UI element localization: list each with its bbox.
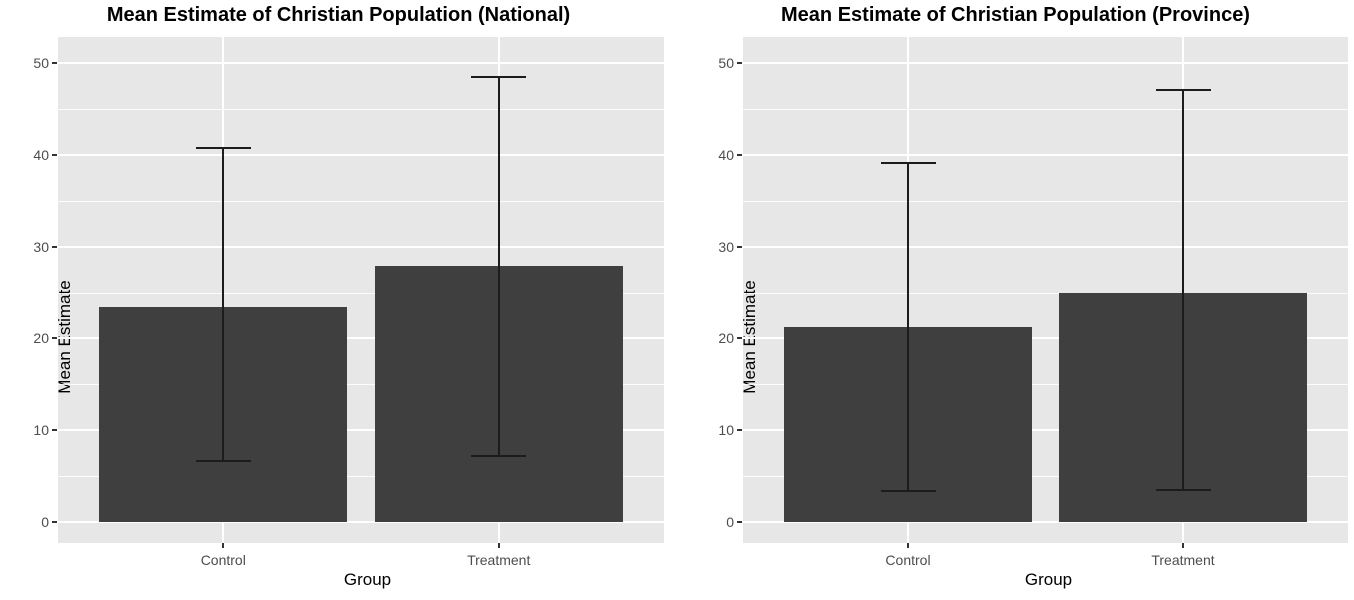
x-tick-label: Control xyxy=(200,552,246,568)
major-gridline xyxy=(743,62,1348,64)
y-tick xyxy=(52,153,57,156)
minor-gridline xyxy=(58,108,664,110)
error-cap-upper xyxy=(880,162,936,165)
y-tick xyxy=(52,429,57,432)
y-tick-label: 0 xyxy=(726,514,734,530)
error-cap-lower xyxy=(880,489,936,492)
error-bar-treatment xyxy=(497,76,500,456)
y-tick-label: 40 xyxy=(718,146,734,163)
major-gridline xyxy=(58,337,664,340)
major-gridline xyxy=(743,429,1348,432)
y-tick xyxy=(52,62,57,64)
y-tick xyxy=(737,62,742,64)
chart-province: Mean Estimate of Christian Population (P… xyxy=(677,0,1354,600)
error-bar-treatment xyxy=(1182,89,1184,490)
chart-national: Mean Estimate of Christian Population (N… xyxy=(33,4,664,589)
error-cap-upper xyxy=(471,75,527,78)
y-tick-label: 10 xyxy=(33,422,49,439)
error-cap-lower xyxy=(1155,488,1211,491)
x-tick-label: Control xyxy=(885,552,931,568)
x-tick xyxy=(497,543,500,548)
x-tick xyxy=(1182,543,1184,548)
y-tick-label: 20 xyxy=(33,330,49,347)
x-tick-label: Treatment xyxy=(467,552,531,568)
major-gridline xyxy=(58,245,664,248)
y-tick xyxy=(737,429,742,432)
chart-title: Mean Estimate of Christian Population (P… xyxy=(781,4,1250,26)
x-tick xyxy=(907,543,909,548)
minor-gridline xyxy=(58,476,664,478)
y-tick xyxy=(737,245,742,248)
x-tick xyxy=(222,543,225,548)
major-gridline xyxy=(58,429,664,432)
y-tick xyxy=(737,153,742,156)
minor-gridline xyxy=(58,200,664,202)
plot-panel: Mean Estimate Control Treatment 0 10 20 30 40 5… xyxy=(718,37,1348,568)
y-tick-label: 30 xyxy=(33,238,49,255)
y-tick xyxy=(737,337,742,340)
minor-gridline xyxy=(58,384,664,386)
major-gridline xyxy=(743,521,1348,523)
y-tick-label: 0 xyxy=(41,514,49,530)
error-cap-upper xyxy=(1155,88,1211,91)
y-tick xyxy=(737,521,742,523)
major-gridline xyxy=(743,245,1348,248)
plot-panel: Mean Estimate Control Treatment 0 10 20 30 40 5… xyxy=(33,37,664,568)
major-gridline xyxy=(743,337,1348,340)
y-tick xyxy=(52,337,57,340)
error-cap-lower xyxy=(471,454,527,457)
y-tick-label: 50 xyxy=(33,55,49,71)
minor-gridline xyxy=(743,292,1348,294)
minor-gridline xyxy=(743,476,1348,478)
minor-gridline xyxy=(58,292,664,294)
error-bar-control xyxy=(222,148,225,462)
y-tick-label: 50 xyxy=(718,55,734,71)
y-tick-label: 40 xyxy=(33,146,49,163)
error-cap-upper xyxy=(195,147,251,150)
x-axis-title: Group xyxy=(1024,570,1073,589)
major-gridline xyxy=(58,521,664,523)
x-tick-label: Treatment xyxy=(1151,552,1215,568)
chart-title: Mean Estimate of Christian Population (N… xyxy=(106,4,571,26)
error-bar-control xyxy=(907,163,909,491)
y-tick xyxy=(52,521,57,523)
minor-gridline xyxy=(743,384,1348,386)
y-tick-label: 10 xyxy=(718,422,734,439)
y-tick xyxy=(52,245,57,248)
major-gridline xyxy=(743,153,1348,156)
major-gridline xyxy=(58,62,664,64)
y-tick-label: 20 xyxy=(718,330,734,347)
error-cap-lower xyxy=(195,460,251,463)
minor-gridline xyxy=(743,200,1348,202)
major-gridline xyxy=(58,153,664,156)
y-tick-label: 30 xyxy=(718,238,734,255)
minor-gridline xyxy=(743,108,1348,110)
x-axis-title: Group xyxy=(343,570,392,589)
